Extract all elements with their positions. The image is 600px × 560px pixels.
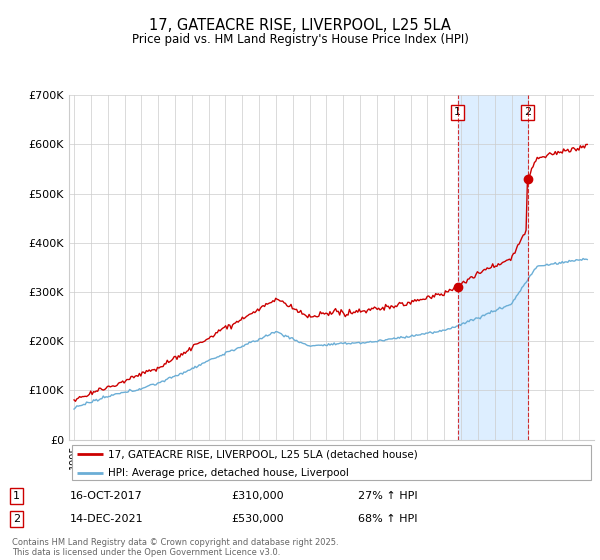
Text: 2: 2 (524, 108, 531, 118)
Text: Contains HM Land Registry data © Crown copyright and database right 2025.
This d: Contains HM Land Registry data © Crown c… (12, 538, 338, 557)
Bar (458, 95, 527, 440)
Text: 27% ↑ HPI: 27% ↑ HPI (358, 491, 417, 501)
Text: £530,000: £530,000 (231, 514, 284, 524)
Text: 14-DEC-2021: 14-DEC-2021 (70, 514, 143, 524)
Text: 1: 1 (13, 491, 20, 501)
Text: 2: 2 (13, 514, 20, 524)
Text: 68% ↑ HPI: 68% ↑ HPI (358, 514, 417, 524)
Text: £310,000: £310,000 (231, 491, 284, 501)
Text: Price paid vs. HM Land Registry's House Price Index (HPI): Price paid vs. HM Land Registry's House … (131, 32, 469, 46)
Text: 17, GATEACRE RISE, LIVERPOOL, L25 5LA (detached house): 17, GATEACRE RISE, LIVERPOOL, L25 5LA (d… (109, 449, 418, 459)
Text: 17, GATEACRE RISE, LIVERPOOL, L25 5LA: 17, GATEACRE RISE, LIVERPOOL, L25 5LA (149, 18, 451, 32)
Text: 16-OCT-2017: 16-OCT-2017 (70, 491, 142, 501)
Text: HPI: Average price, detached house, Liverpool: HPI: Average price, detached house, Live… (109, 468, 349, 478)
FancyBboxPatch shape (71, 445, 592, 480)
Text: 1: 1 (454, 108, 461, 118)
